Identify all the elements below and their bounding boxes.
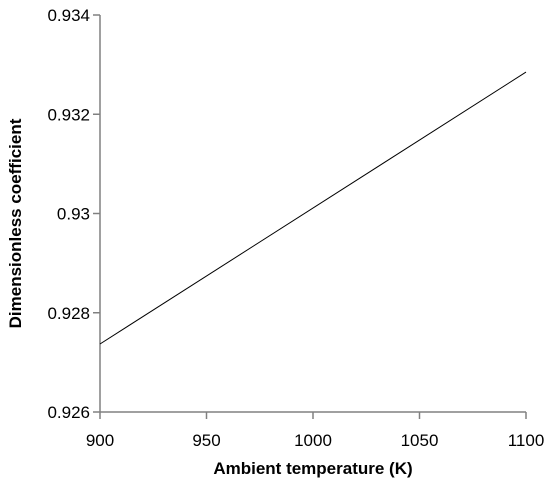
series-line (99, 71, 527, 345)
y-tick-label: 0.934 (47, 6, 90, 25)
x-tick-label: 900 (86, 431, 114, 450)
y-ticks: 0.926 0.928 0.93 0.932 0.934 (47, 6, 100, 422)
x-tick-label: 1100 (508, 431, 545, 450)
x-tick-label: 950 (192, 431, 220, 450)
axes (99, 15, 526, 413)
y-tick-label: 0.926 (47, 403, 90, 422)
y-tick-label: 0.932 (47, 105, 90, 124)
y-tick-label: 0.93 (57, 205, 90, 224)
y-axis-title: Dimensionless coefficient (6, 118, 25, 328)
series-layer (99, 71, 527, 345)
y-tick-label: 0.928 (47, 304, 90, 323)
x-ticks: 900 950 1000 1050 1100 (86, 412, 544, 450)
x-tick-label: 1050 (401, 431, 439, 450)
x-axis-title: Ambient temperature (K) (213, 459, 412, 478)
x-tick-label: 1000 (294, 431, 332, 450)
